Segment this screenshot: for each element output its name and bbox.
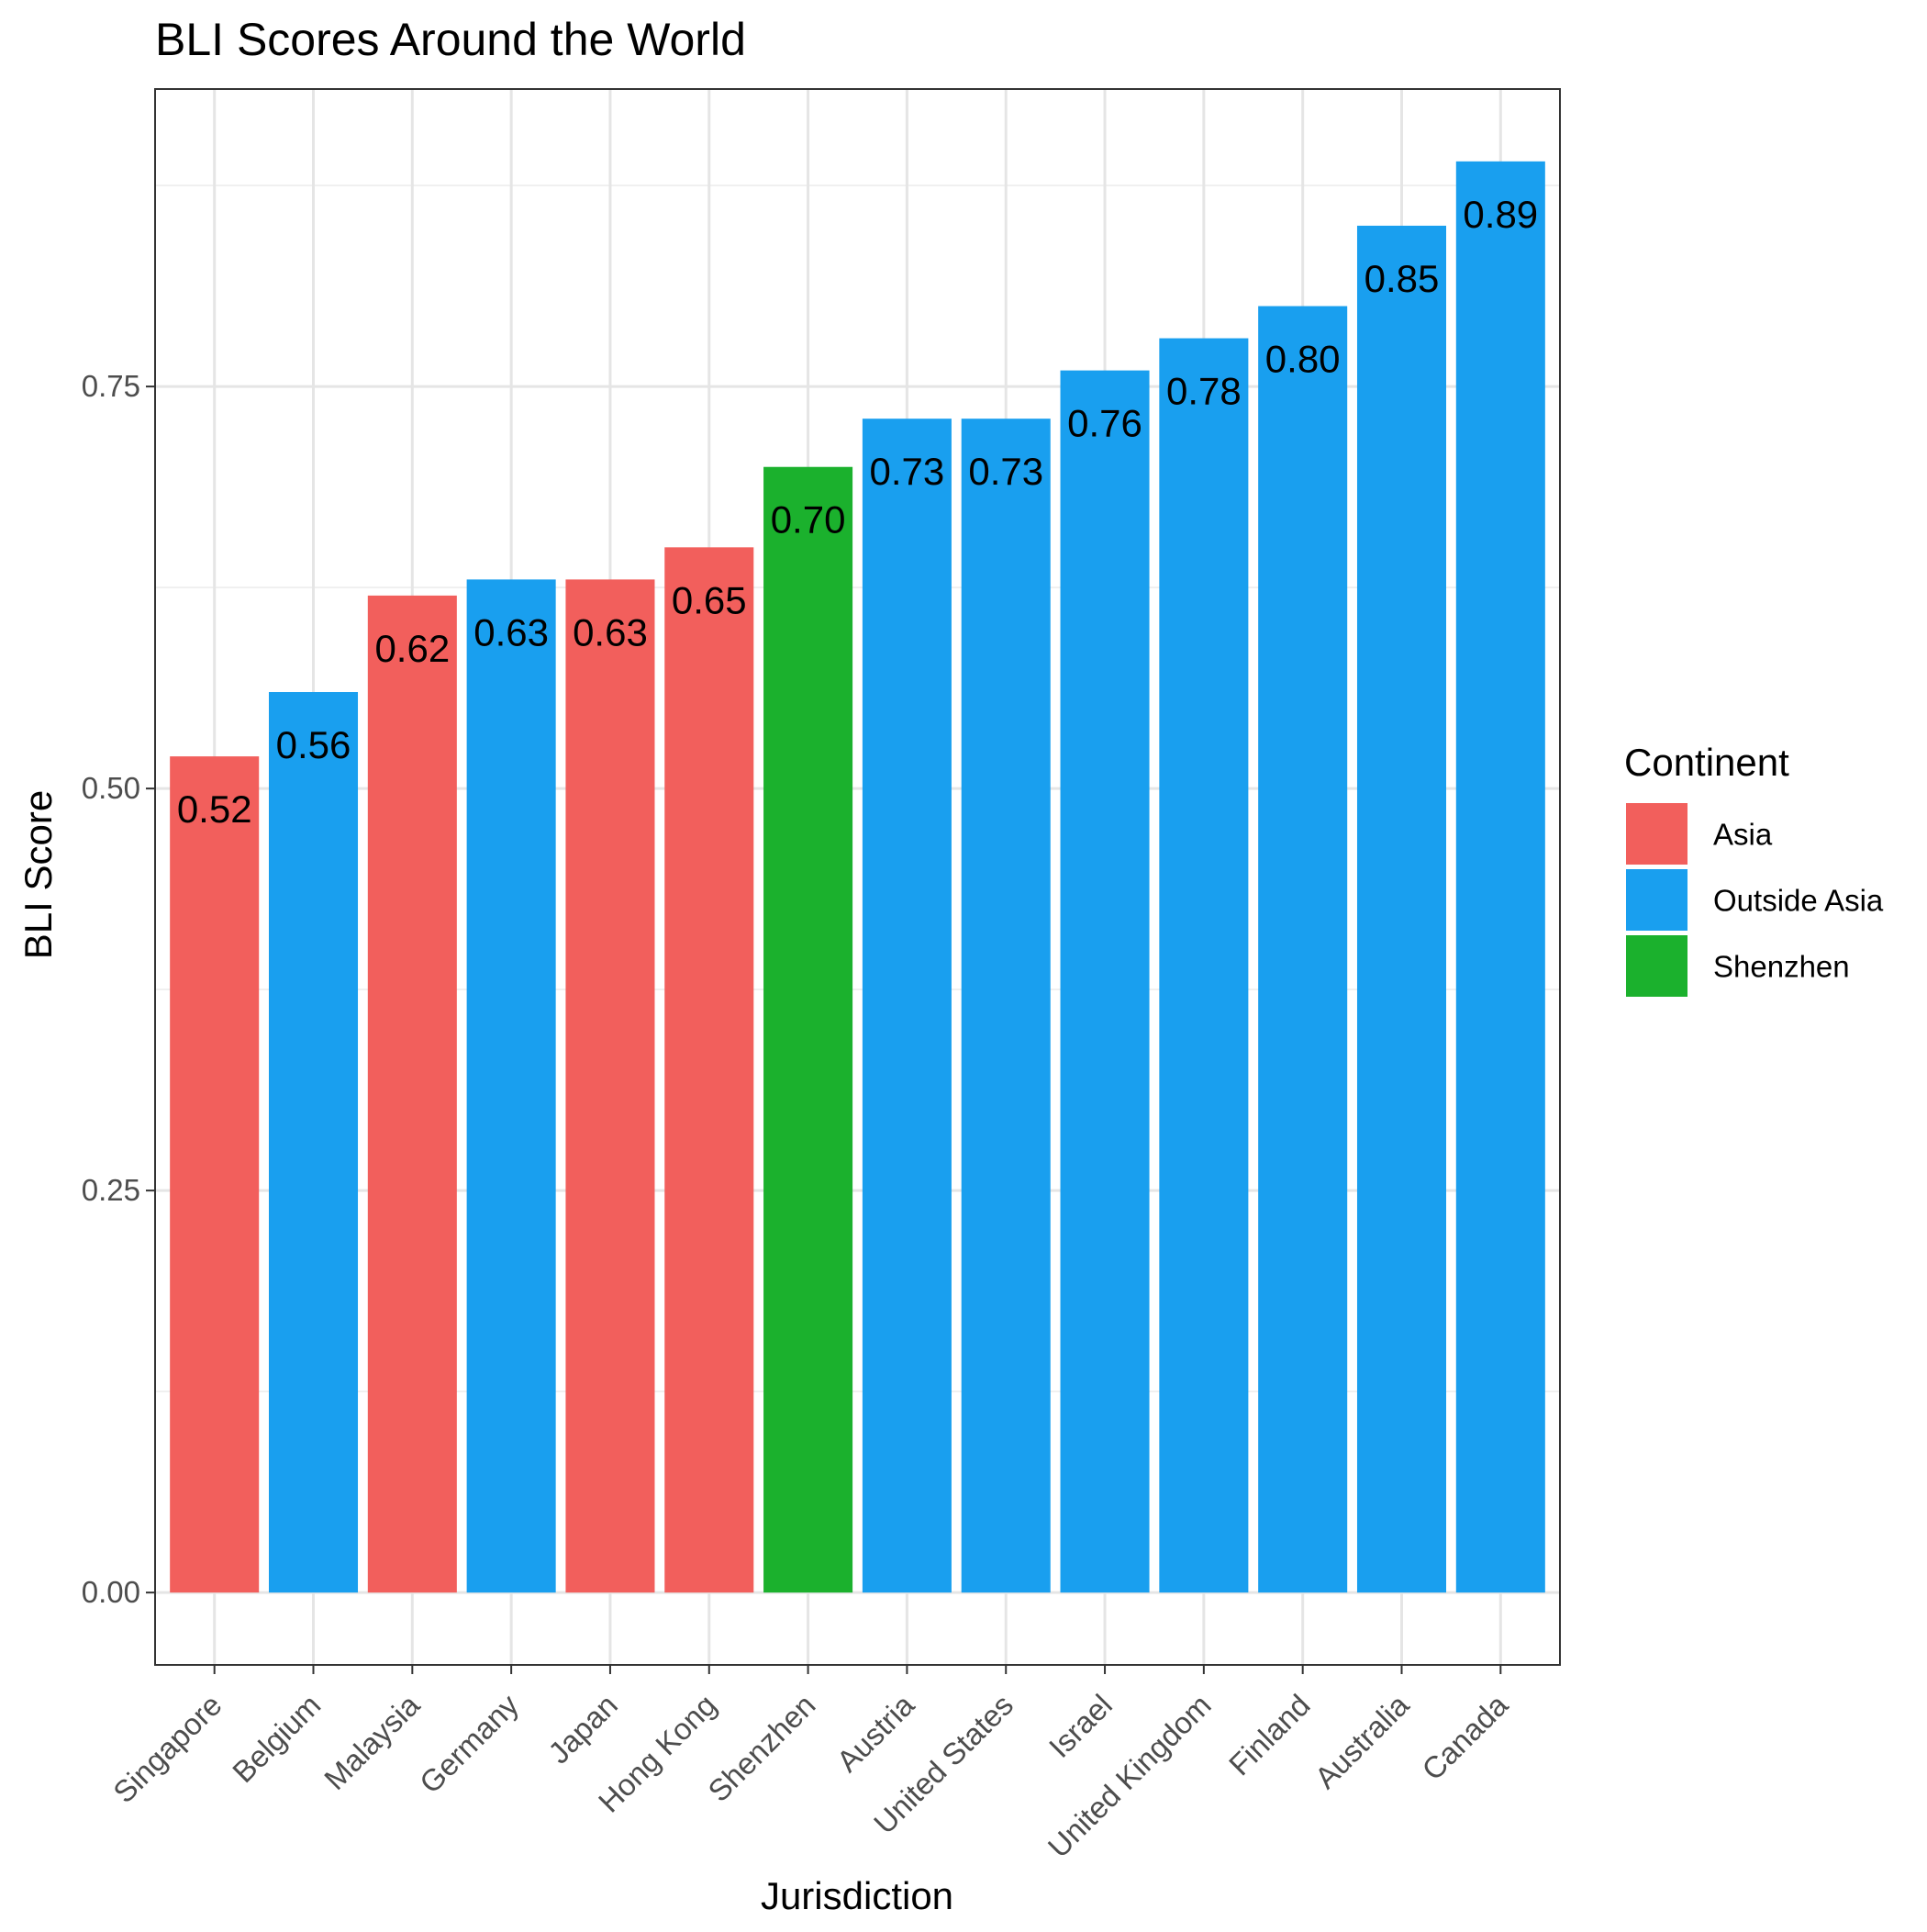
plot-background xyxy=(155,89,1560,1665)
bar-germany xyxy=(466,579,556,1593)
data-label: 0.65 xyxy=(672,578,747,621)
bar-israel xyxy=(1060,370,1150,1593)
bar-shenzhen xyxy=(763,466,853,1593)
data-label: 0.62 xyxy=(374,627,450,670)
bar-united-states xyxy=(961,419,1051,1593)
legend-title: Continent xyxy=(1624,741,1789,784)
y-axis-title: BLI Score xyxy=(17,790,60,959)
legend-key-outside-asia xyxy=(1626,869,1688,931)
data-label: 0.63 xyxy=(573,610,648,653)
data-label: 0.80 xyxy=(1265,338,1341,381)
y-axis: 0.00 0.25 0.50 0.75 xyxy=(82,369,155,1609)
plot-border xyxy=(154,88,1561,1666)
legend-label: Asia xyxy=(1713,818,1773,852)
legend-label: Outside Asia xyxy=(1713,884,1884,918)
bar-canada xyxy=(1455,161,1545,1593)
data-label: 0.89 xyxy=(1463,193,1538,236)
data-label: 0.63 xyxy=(473,610,549,653)
legend-label: Shenzhen xyxy=(1713,950,1850,984)
data-label: 0.52 xyxy=(177,787,252,831)
y-tick-label: 0.50 xyxy=(82,771,140,805)
plot-panel: 0.52 0.56 0.62 0.63 0.63 0.65 0.70 0.73 0.73 0.76… xyxy=(154,88,1561,1666)
legend-items: Asia Outside Asia Shenzhen xyxy=(1626,803,1884,997)
data-label: 0.78 xyxy=(1166,370,1242,413)
data-label: 0.73 xyxy=(968,450,1043,493)
legend: Continent Asia Outside Asia Shenzhen xyxy=(1624,741,1884,997)
data-label: 0.85 xyxy=(1364,257,1440,300)
bar-finland xyxy=(1258,306,1348,1593)
y-tick-label: 0.00 xyxy=(82,1575,140,1609)
y-tick-label: 0.75 xyxy=(82,369,140,403)
y-tick-label: 0.25 xyxy=(82,1173,140,1207)
bar-belgium xyxy=(268,692,359,1593)
data-label: 0.73 xyxy=(870,450,945,493)
x-axis-title: Jurisdiction xyxy=(761,1874,953,1917)
chart-title: BLI Scores Around the World xyxy=(155,14,746,65)
data-label: 0.76 xyxy=(1067,402,1142,445)
bar-austria xyxy=(862,419,952,1593)
bar-hong-kong xyxy=(664,547,754,1593)
data-label: 0.56 xyxy=(276,723,351,766)
bar-malaysia xyxy=(367,595,457,1593)
bar-japan xyxy=(565,579,655,1593)
legend-key-shenzhen xyxy=(1626,935,1688,997)
data-label: 0.70 xyxy=(771,498,846,542)
legend-key-asia xyxy=(1626,803,1688,865)
bar-australia xyxy=(1356,225,1447,1593)
bar-singapore xyxy=(170,756,260,1593)
bar-united-kingdom xyxy=(1159,338,1249,1593)
